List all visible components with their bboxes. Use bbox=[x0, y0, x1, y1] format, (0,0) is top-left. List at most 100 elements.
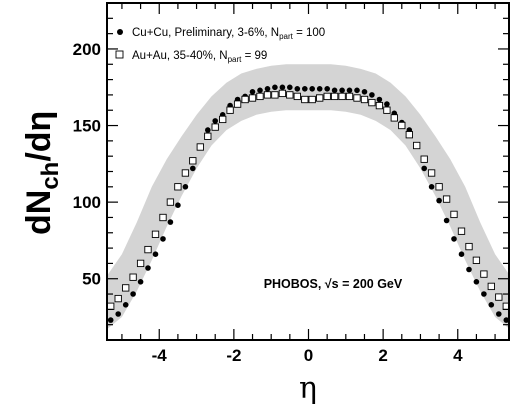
cucu-data-point bbox=[175, 202, 181, 208]
cucu-data-point bbox=[107, 317, 114, 323]
auau-data-point bbox=[271, 91, 279, 99]
auau-data-point bbox=[465, 242, 473, 251]
auau-data-point bbox=[248, 94, 257, 102]
auau-data-point bbox=[278, 89, 287, 98]
auau-data-point bbox=[211, 123, 219, 131]
cucu-data-point bbox=[272, 84, 278, 91]
auau-data-point bbox=[174, 183, 182, 191]
cucu-data-point bbox=[115, 311, 121, 317]
cucu-data-point bbox=[264, 86, 271, 92]
auau-data-point bbox=[405, 131, 413, 139]
cucu-data-point bbox=[316, 86, 323, 92]
cucu-data-point bbox=[488, 302, 495, 308]
cucu-data-point bbox=[466, 266, 472, 273]
legend-marker-cucu bbox=[117, 29, 123, 35]
cucu-data-point bbox=[346, 87, 353, 94]
auau-data-point bbox=[241, 95, 249, 104]
cucu-data-point bbox=[302, 86, 308, 92]
auau-data-point bbox=[233, 100, 242, 108]
auau-data-point bbox=[129, 273, 137, 281]
auau-data-point bbox=[383, 106, 391, 114]
x-tick-label: -4 bbox=[152, 346, 168, 365]
auau-data-point bbox=[204, 132, 212, 140]
cucu-data-point bbox=[428, 184, 435, 190]
legend-marker-auau bbox=[115, 50, 124, 59]
x-axis-label: η bbox=[299, 371, 317, 406]
auau-data-point bbox=[114, 294, 122, 303]
cucu-data-point bbox=[451, 236, 457, 242]
cucu-data-point bbox=[354, 87, 360, 94]
cucu-data-point bbox=[287, 84, 293, 91]
cucu-data-point bbox=[249, 89, 256, 95]
cucu-data-point bbox=[503, 317, 510, 323]
y-tick-label: 50 bbox=[82, 270, 101, 289]
y-tick-label: 150 bbox=[73, 117, 101, 136]
auau-data-point bbox=[420, 155, 428, 163]
cucu-data-point bbox=[212, 118, 218, 124]
auau-data-point bbox=[286, 91, 294, 99]
auau-data-point bbox=[450, 210, 458, 219]
cucu-data-point bbox=[443, 217, 450, 224]
cucu-data-point bbox=[376, 96, 383, 103]
tick-labels-layer: -4 -2 0 2 4 50 100 150 200 bbox=[73, 40, 463, 365]
auau-data-point bbox=[472, 256, 481, 264]
auau-data-point bbox=[457, 227, 466, 235]
cucu-data-point bbox=[384, 101, 390, 107]
cucu-data-point bbox=[190, 165, 196, 172]
axis-ticks-layer bbox=[107, 2, 509, 341]
cucu-data-point bbox=[167, 219, 174, 225]
auau-data-point bbox=[151, 230, 160, 238]
cucu-data-point bbox=[339, 87, 345, 94]
auau-data-point bbox=[189, 157, 197, 165]
cucu-data-point bbox=[369, 92, 375, 98]
data-points-layer bbox=[107, 84, 510, 323]
auau-data-point bbox=[136, 259, 145, 268]
cucu-data-point bbox=[458, 251, 465, 257]
auau-data-point bbox=[219, 115, 227, 124]
auau-data-point bbox=[368, 98, 376, 107]
auau-data-point bbox=[495, 293, 503, 301]
auau-data-point bbox=[338, 92, 346, 101]
auau-data-point bbox=[107, 302, 115, 310]
auau-data-point bbox=[435, 183, 443, 191]
auau-data-point bbox=[166, 198, 175, 206]
cucu-data-point bbox=[324, 86, 331, 92]
cucu-data-point bbox=[257, 87, 263, 94]
cucu-data-point bbox=[309, 86, 316, 92]
legend-entry-auau: Au+Au, 35-40%, Npart = 99 bbox=[132, 50, 267, 64]
auau-data-point bbox=[345, 92, 354, 101]
y-tick-label: 200 bbox=[73, 40, 101, 59]
cucu-data-point bbox=[421, 165, 428, 172]
cucu-data-point bbox=[361, 89, 368, 95]
cucu-data-point bbox=[473, 279, 480, 285]
auau-data-point bbox=[330, 92, 339, 101]
cucu-data-point bbox=[122, 302, 129, 308]
auau-data-point bbox=[442, 195, 451, 203]
auau-data-point bbox=[293, 92, 301, 101]
phobos-annotation: PHOBOS, √s = 200 GeV bbox=[264, 277, 403, 291]
auau-data-point bbox=[398, 121, 406, 130]
auau-data-point bbox=[375, 101, 384, 110]
legend-entry-cucu: Cu+Cu, Preliminary, 3-6%, Npart = 100 bbox=[132, 27, 325, 41]
cucu-data-point bbox=[436, 197, 442, 204]
auau-data-point bbox=[256, 92, 264, 101]
auau-data-point bbox=[122, 284, 130, 292]
cucu-data-point bbox=[137, 279, 144, 285]
auau-data-point bbox=[159, 213, 167, 222]
auau-data-point bbox=[480, 270, 488, 278]
cucu-data-point bbox=[294, 86, 301, 92]
x-tick-label: 4 bbox=[453, 346, 463, 365]
cucu-data-point bbox=[481, 291, 487, 297]
legend: Cu+Cu, Preliminary, 3-6%, Npart = 100 Au… bbox=[115, 27, 325, 64]
auau-data-point bbox=[301, 95, 309, 104]
cucu-data-point bbox=[130, 291, 136, 297]
x-tick-label: 2 bbox=[378, 346, 387, 365]
cucu-data-point bbox=[331, 87, 338, 94]
auau-data-point bbox=[181, 169, 190, 177]
cucu-data-point bbox=[145, 265, 151, 271]
auau-data-point bbox=[308, 95, 316, 104]
auau-data-point bbox=[487, 282, 495, 291]
y-axis-label: dNch/dη bbox=[20, 111, 64, 235]
cucu-data-point bbox=[279, 84, 286, 91]
